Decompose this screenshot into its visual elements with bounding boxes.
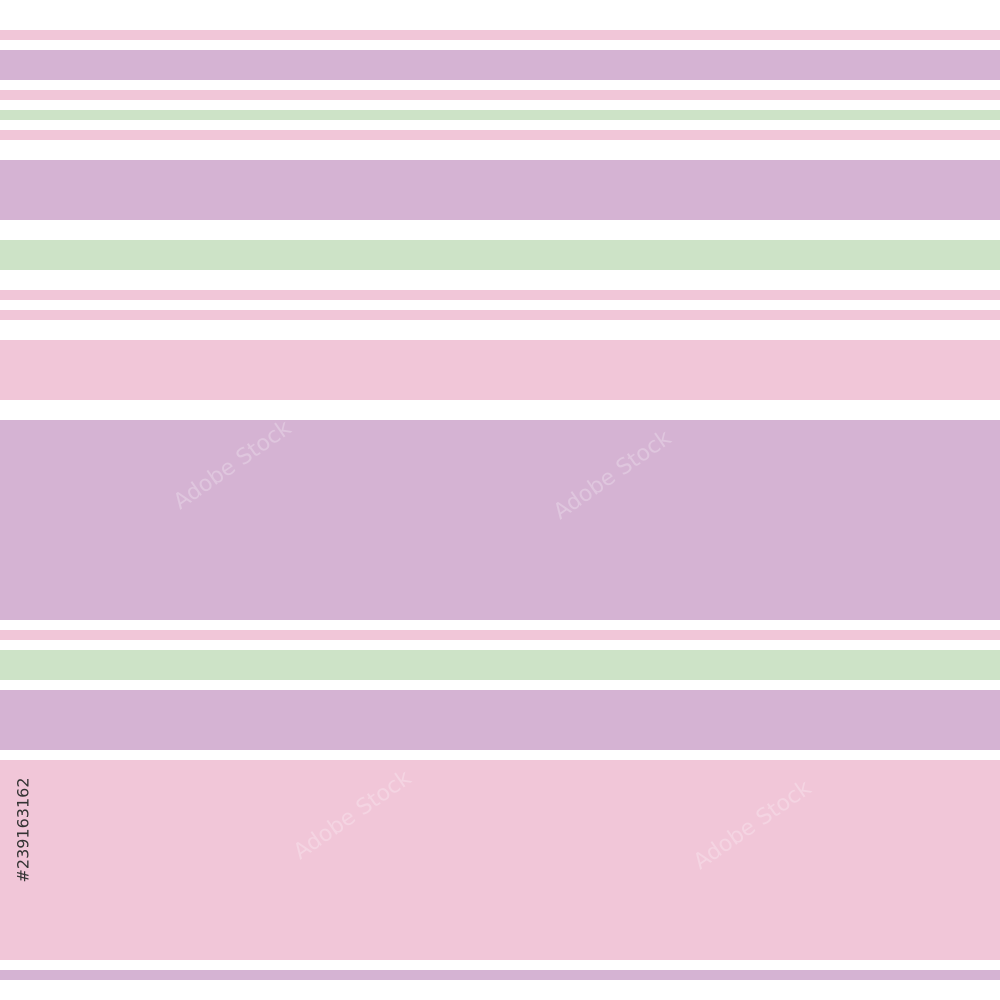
image-id: #239163162 — [14, 777, 33, 882]
stripe — [0, 50, 1000, 80]
stripe — [0, 240, 1000, 270]
stripe — [0, 760, 1000, 960]
stripe — [0, 630, 1000, 640]
stripe — [0, 160, 1000, 220]
stripe — [0, 90, 1000, 100]
stripe — [0, 110, 1000, 120]
stripe — [0, 30, 1000, 40]
stripe — [0, 130, 1000, 140]
stripe — [0, 970, 1000, 980]
stripe — [0, 690, 1000, 750]
stripe — [0, 340, 1000, 400]
stripe — [0, 650, 1000, 680]
stripe — [0, 290, 1000, 300]
stripe — [0, 420, 1000, 620]
stripe — [0, 310, 1000, 320]
